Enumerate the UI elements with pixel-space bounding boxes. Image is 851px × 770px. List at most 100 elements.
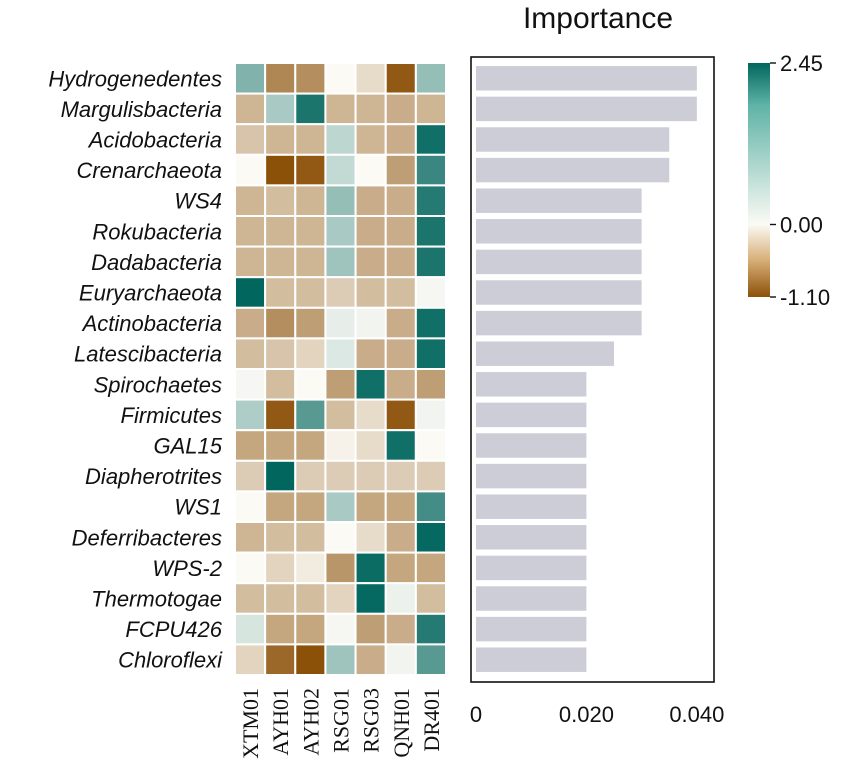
heatmap-cell-gal15-xtm01 [234, 429, 267, 462]
heatmap-cell-rokubacteria-ayh02 [294, 215, 327, 248]
heatmap-cell-fcpu426-qnh01 [384, 612, 417, 646]
heatmap-cell-ws4-dr401 [414, 184, 448, 217]
heatmap-cell-ws4-rsg01 [324, 184, 357, 217]
importance-bar-thermotogae [476, 586, 587, 611]
heatmap-cell-firmicutes-rsg03 [354, 398, 387, 432]
heatmap-cell-euryarchaeota-xtm01 [234, 276, 267, 309]
column-label-ayh01: AYH01 [268, 688, 293, 756]
heatmap-cell-diapherotrites-rsg01 [324, 459, 357, 493]
importance-bar-fcpu426 [476, 616, 587, 642]
heatmap-cell-chloroflexi-qnh01 [384, 643, 417, 677]
heatmap-cell-crenarchaeota-dr401 [414, 153, 448, 187]
column-label-qnh01: QNH01 [389, 688, 414, 758]
row-label-ws4: WS4 [174, 189, 222, 214]
heatmap-cell-gal15-qnh01 [384, 429, 417, 462]
heatmap-cell-gal15-dr401 [414, 429, 448, 462]
heatmap-cell-hydrogenedentes-rsg03 [354, 62, 387, 95]
heatmap-cell-crenarchaeota-rsg03 [354, 153, 387, 187]
heatmap-cell-gal15-ayh02 [294, 429, 327, 462]
heatmap-cell-spirochaetes-ayh02 [294, 368, 327, 401]
heatmap-cell-dadabacteria-ayh01 [264, 245, 297, 279]
heatmap-cell-wps-2-xtm01 [234, 551, 267, 585]
heatmap-cell-deferribacteres-ayh02 [294, 521, 327, 554]
heatmap-cell-fcpu426-dr401 [414, 612, 448, 646]
importance-bar-latescibacteria [476, 341, 615, 366]
row-label-margulisbacteria: Margulisbacteria [61, 97, 222, 122]
row-label-firmicutes: Firmicutes [121, 403, 222, 428]
column-label-ayh02: AYH02 [298, 688, 323, 756]
heatmap-cell-diapherotrites-qnh01 [384, 459, 417, 493]
heatmap-cell-thermotogae-ayh02 [294, 582, 327, 615]
heatmap-cell-latescibacteria-rsg03 [354, 337, 387, 370]
x-tick-label-0: 0 [470, 702, 482, 727]
heatmap-cell-thermotogae-xtm01 [234, 582, 267, 615]
heatmap-cell-crenarchaeota-rsg01 [324, 153, 357, 187]
heatmap-cell-thermotogae-ayh01 [264, 582, 297, 615]
heatmap-cell-ws1-rsg03 [354, 490, 387, 523]
importance-bar-crenarchaeota [476, 157, 670, 183]
heatmap-cell-acidobacteria-rsg03 [354, 123, 387, 156]
heatmap-cell-latescibacteria-ayh01 [264, 337, 297, 370]
heatmap-cell-ws4-ayh01 [264, 184, 297, 217]
heatmap-cell-fcpu426-ayh01 [264, 612, 297, 646]
importance-bar-dadabacteria [476, 249, 642, 275]
importance-bar-actinobacteria [476, 310, 642, 336]
heatmap-cell-rokubacteria-dr401 [414, 215, 448, 248]
heatmap-cell-hydrogenedentes-qnh01 [384, 62, 417, 95]
heatmap-cell-dadabacteria-xtm01 [234, 245, 267, 279]
heatmap-cell-dadabacteria-ayh02 [294, 245, 327, 279]
column-label-xtm01: XTM01 [238, 688, 263, 759]
heatmap-cell-fcpu426-ayh02 [294, 612, 327, 646]
heatmap-cell-actinobacteria-xtm01 [234, 306, 267, 340]
heatmap-cell-chloroflexi-ayh02 [294, 643, 327, 677]
heatmap-cell-chloroflexi-rsg01 [324, 643, 357, 677]
importance-bar-diapherotrites [476, 463, 587, 489]
heatmap-cell-diapherotrites-dr401 [414, 459, 448, 493]
heatmap-cell-margulisbacteria-rsg03 [354, 92, 387, 126]
importance-title: Importance [523, 2, 673, 35]
heatmap-cell-euryarchaeota-ayh02 [294, 276, 327, 309]
heatmap-cell-wps-2-rsg01 [324, 551, 357, 585]
heatmap-cell-euryarchaeota-dr401 [414, 276, 448, 309]
heatmap-cell-chloroflexi-ayh01 [264, 643, 297, 677]
heatmap-cell-acidobacteria-xtm01 [234, 123, 267, 156]
heatmap-cell-chloroflexi-dr401 [414, 643, 448, 677]
colorbar [748, 63, 770, 297]
heatmap-cell-wps-2-ayh01 [264, 551, 297, 585]
heatmap-cell-hydrogenedentes-dr401 [414, 62, 448, 95]
heatmap-cell-ws1-ayh01 [264, 490, 297, 523]
row-label-crenarchaeota: Crenarchaeota [76, 158, 222, 183]
heatmap-cell-wps-2-ayh02 [294, 551, 327, 585]
row-label-wps-2: WPS-2 [152, 556, 222, 581]
heatmap-cell-spirochaetes-ayh01 [264, 368, 297, 401]
heatmap-cell-firmicutes-ayh01 [264, 398, 297, 432]
x-tick-label-1: 0.020 [559, 702, 614, 727]
heatmap-cell-thermotogae-rsg03 [354, 582, 387, 615]
heatmap-cell-actinobacteria-ayh02 [294, 306, 327, 340]
heatmap-cell-margulisbacteria-ayh01 [264, 92, 297, 126]
heatmap-cell-ws4-qnh01 [384, 184, 417, 217]
heatmap-cell-chloroflexi-xtm01 [234, 643, 267, 677]
heatmap-cell-euryarchaeota-ayh01 [264, 276, 297, 309]
heatmap-cell-acidobacteria-rsg01 [324, 123, 357, 156]
importance-bar-acidobacteria [476, 127, 670, 152]
heatmap-cell-crenarchaeota-ayh01 [264, 153, 297, 187]
importance-bars [476, 66, 697, 672]
heatmap-cell-rokubacteria-rsg01 [324, 215, 357, 248]
importance-bar-spirochaetes [476, 372, 587, 397]
column-label-rsg01: RSG01 [329, 688, 354, 753]
heatmap-cell-spirochaetes-rsg03 [354, 368, 387, 401]
heatmap-cell-dadabacteria-qnh01 [384, 245, 417, 279]
heatmap-cell-firmicutes-qnh01 [384, 398, 417, 432]
colorbar-tick-label-1: 0.00 [780, 212, 823, 237]
heatmap-cell-firmicutes-ayh02 [294, 398, 327, 432]
heatmap-cell-euryarchaeota-rsg01 [324, 276, 357, 309]
importance-bar-ws4 [476, 188, 642, 213]
heatmap-cell-hydrogenedentes-xtm01 [234, 62, 267, 95]
heatmap-cell-spirochaetes-xtm01 [234, 368, 267, 401]
heatmap-cell-margulisbacteria-rsg01 [324, 92, 357, 126]
heatmap-cell-acidobacteria-ayh02 [294, 123, 327, 156]
heatmap-cell-deferribacteres-xtm01 [234, 521, 267, 554]
heatmap-cell-rokubacteria-rsg03 [354, 215, 387, 248]
